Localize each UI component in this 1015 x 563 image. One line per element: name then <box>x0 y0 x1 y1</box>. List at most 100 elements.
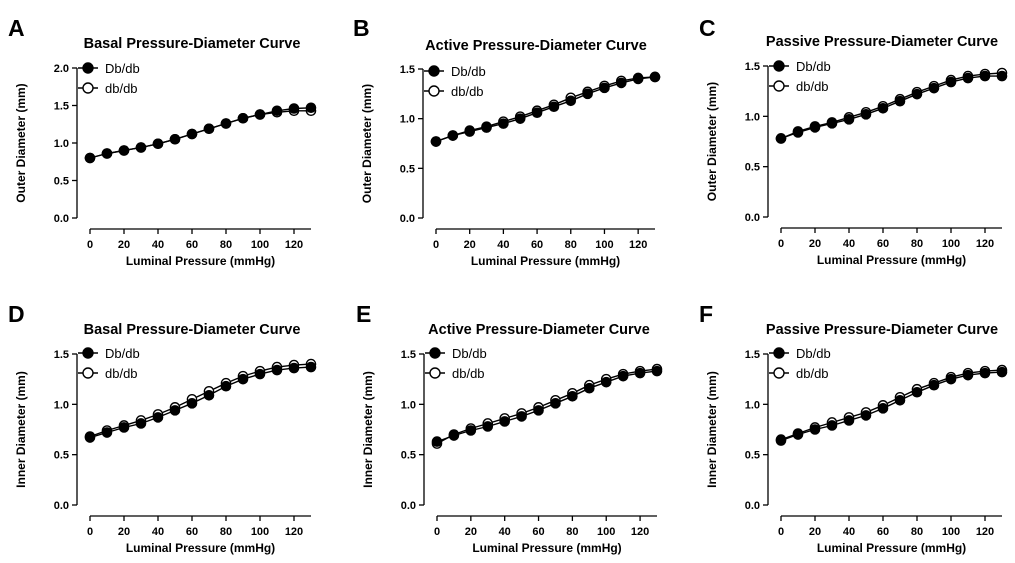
data-point <box>271 105 283 117</box>
data-point <box>651 365 663 377</box>
x-tick-label: 120 <box>629 239 647 251</box>
data-point <box>567 390 578 402</box>
data-point <box>482 421 494 432</box>
data-point <box>498 118 509 129</box>
data-point <box>962 72 974 84</box>
legend-label: db/db <box>105 366 138 381</box>
y-tick-label: 1.0 <box>54 399 69 411</box>
data-point <box>305 361 317 373</box>
x-tick-label: 60 <box>877 526 889 538</box>
data-point <box>135 142 147 153</box>
y-tick-label: 0.0 <box>54 213 69 225</box>
data-point <box>288 103 300 114</box>
y-tick-label: 1.0 <box>745 111 760 123</box>
chart-title: Active Pressure-Diameter Curve <box>428 322 650 338</box>
y-axis-label: Outer Diameter (mm) <box>705 82 719 201</box>
legend-marker <box>429 347 441 359</box>
data-point <box>809 122 821 133</box>
data-point <box>996 70 1008 82</box>
data-point <box>928 82 940 94</box>
data-point <box>632 73 644 85</box>
y-tick-label: 1.0 <box>745 399 760 411</box>
data-point <box>84 152 96 164</box>
legend-label: db/db <box>105 81 138 96</box>
data-point <box>649 71 661 83</box>
data-point <box>516 411 527 422</box>
data-point <box>481 122 492 133</box>
y-tick-label: 1.5 <box>745 349 760 361</box>
panel-c: C Passive Pressure-Diameter Curve 0.0 0.5 1.… <box>699 15 1008 267</box>
data-point <box>911 386 923 398</box>
data-point <box>843 415 855 426</box>
x-tick-label: 0 <box>778 238 784 250</box>
panel-a: A Basal Pressure-Diameter Curve 0.0 0.5 1.0 1… <box>8 15 317 268</box>
data-point <box>616 77 627 89</box>
x-tick-label: 20 <box>465 526 477 538</box>
legend-marker <box>82 62 94 74</box>
x-tick-label: 120 <box>976 526 994 538</box>
chart-title: Basal Pressure-Diameter Curve <box>84 322 301 338</box>
data-point <box>945 373 957 385</box>
x-tick-label: 120 <box>285 239 303 251</box>
data-point <box>945 76 957 88</box>
x-tick-label: 20 <box>464 239 476 251</box>
data-point <box>465 425 477 436</box>
legend-marker <box>428 65 440 77</box>
data-point <box>996 366 1008 378</box>
legend-marker <box>773 60 785 72</box>
legend-label: Db/db <box>796 346 831 361</box>
legend-marker <box>773 367 785 379</box>
y-tick-label: 1.5 <box>54 349 69 361</box>
data-point <box>431 436 443 447</box>
data-point <box>877 102 889 114</box>
data-point <box>617 370 629 382</box>
x-tick-label: 60 <box>877 238 889 250</box>
y-tick-label: 1.5 <box>745 61 760 73</box>
data-point <box>499 416 510 427</box>
x-tick-label: 100 <box>595 239 613 251</box>
y-tick-label: 0.0 <box>54 500 69 512</box>
data-point <box>152 138 164 150</box>
data-point <box>101 148 113 159</box>
panel-e: E Active Pressure-Diameter Curve 0.0 0.5 1.0… <box>356 301 663 555</box>
y-tick-label: 0.5 <box>401 450 416 462</box>
data-point <box>843 114 855 125</box>
legend-label: Db/db <box>796 59 831 74</box>
y-tick-label: 0.5 <box>54 176 69 188</box>
y-tick-label: 1.0 <box>400 114 415 126</box>
x-axis-label: Luminal Pressure (mmHg) <box>471 254 620 268</box>
legend-label: db/db <box>796 366 829 381</box>
x-axis-label: Luminal Pressure (mmHg) <box>126 541 275 555</box>
data-point <box>101 427 113 438</box>
data-point <box>152 412 164 423</box>
chart-title: Passive Pressure-Diameter Curve <box>766 322 998 338</box>
panel-f: F Passive Pressure-Diameter Curve 0.0 0.5 1.… <box>699 301 1008 555</box>
x-tick-label: 80 <box>220 239 232 251</box>
x-tick-label: 120 <box>976 238 994 250</box>
y-axis-label: Inner Diameter (mm) <box>705 371 719 488</box>
data-point <box>271 364 283 376</box>
data-point <box>962 369 974 381</box>
legend-label: Db/db <box>452 346 487 361</box>
y-tick-label: 0.5 <box>745 450 760 462</box>
data-point <box>550 398 561 409</box>
y-tick-label: 0.5 <box>400 163 415 175</box>
panel-b: B Active Pressure-Diameter Curve 0.0 0.5 1.0… <box>353 15 661 268</box>
x-axis-label: Luminal Pressure (mmHg) <box>817 253 966 267</box>
y-axis-label: Inner Diameter (mm) <box>14 371 28 488</box>
data-point <box>186 128 198 140</box>
x-tick-label: 120 <box>285 526 303 538</box>
legend-marker <box>428 85 440 97</box>
data-point <box>203 123 215 135</box>
y-tick-label: 1.5 <box>401 349 416 361</box>
x-tick-label: 0 <box>433 239 439 251</box>
data-point <box>860 410 872 421</box>
data-point <box>894 395 906 406</box>
panel-d: D Basal Pressure-Diameter Curve 0.0 0.5 1.0 1… <box>8 301 317 555</box>
y-axis-label: Inner Diameter (mm) <box>361 371 375 488</box>
x-tick-label: 80 <box>911 238 923 250</box>
data-point <box>860 109 872 120</box>
y-tick-label: 0.0 <box>745 212 760 224</box>
y-tick-label: 1.5 <box>54 101 69 113</box>
panel-letter: F <box>699 301 713 327</box>
